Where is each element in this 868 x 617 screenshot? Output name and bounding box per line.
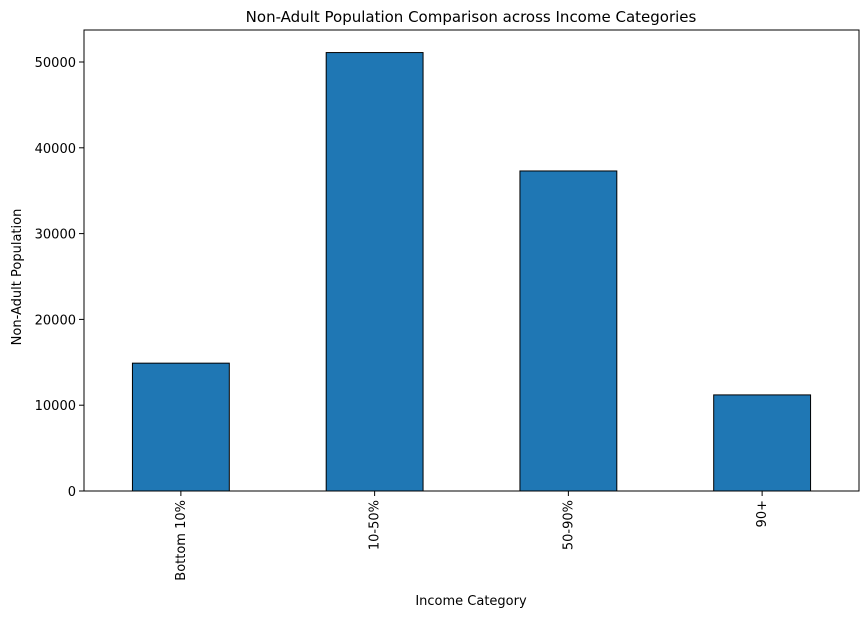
bar-bottom-10	[131, 362, 230, 492]
plot-frame	[83, 29, 860, 492]
x-axis: Bottom 10% 10-50% 50-90% 90+	[174, 491, 770, 581]
x-axis-label: Income Category	[415, 594, 527, 609]
x-tick-label: 50-90%	[561, 500, 576, 550]
y-tick-label: 10000	[35, 399, 76, 414]
chart-title: Non-Adult Population Comparison across I…	[246, 8, 697, 26]
y-axis-label: Non-Adult Population	[10, 209, 25, 346]
x-tick-label: 90+	[755, 500, 770, 527]
y-axis: 0 10000 20000 30000 40000 50000	[35, 56, 84, 500]
y-tick-label: 0	[68, 485, 76, 500]
bar-10-50	[325, 52, 424, 492]
bars-group	[131, 52, 812, 492]
y-tick-label: 30000	[35, 228, 76, 243]
bar-90	[713, 394, 812, 492]
y-tick-label: 40000	[35, 142, 76, 157]
y-tick-label: 20000	[35, 313, 76, 328]
x-tick-label: 10-50%	[368, 500, 383, 550]
bar-50-90	[519, 170, 618, 492]
y-tick-label: 50000	[35, 56, 76, 71]
x-tick-label: Bottom 10%	[174, 500, 189, 581]
